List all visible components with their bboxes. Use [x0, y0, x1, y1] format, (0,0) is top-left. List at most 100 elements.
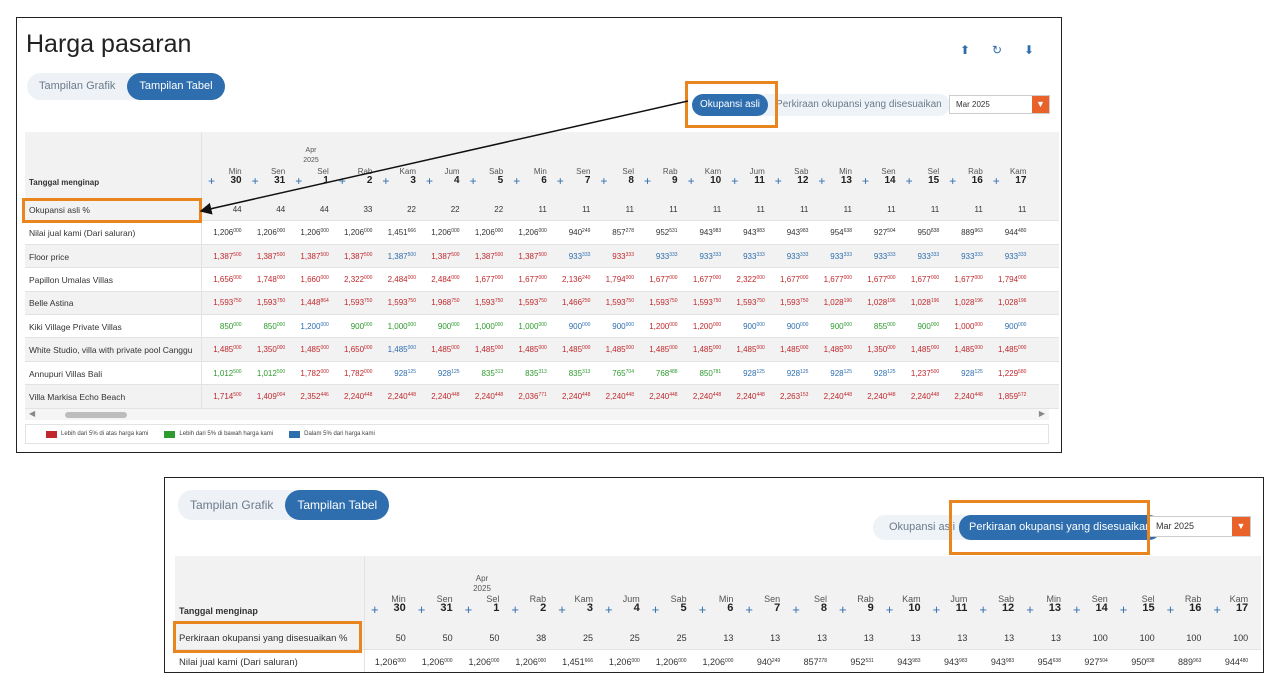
date-column-header[interactable]: Jum 4 [420, 167, 459, 186]
scrollbar-thumb[interactable] [65, 412, 127, 418]
add-date-icon[interactable]: + [698, 602, 707, 617]
date-column-header[interactable]: Sen 14 [1067, 595, 1108, 614]
add-date-icon[interactable]: + [558, 602, 566, 617]
table-cell: 2,240448 [551, 392, 590, 401]
date-column-header[interactable]: Sab 5 [464, 167, 503, 186]
original-occupancy-button[interactable]: Okupansi asli [692, 94, 769, 116]
month-select[interactable]: Mar 2025 ▼ [1149, 516, 1251, 537]
download-icon[interactable]: ⬇ [1023, 43, 1035, 57]
add-date-icon[interactable]: + [464, 602, 473, 617]
add-date-icon[interactable]: + [792, 602, 800, 617]
date-column-header[interactable]: Kam 3 [376, 167, 416, 186]
date-column-header[interactable]: Rab 16 [1161, 595, 1202, 614]
table-cell: 1,387500 [507, 252, 546, 261]
add-date-icon[interactable]: + [1166, 602, 1175, 617]
add-date-icon[interactable]: + [651, 602, 660, 617]
date-column-header[interactable]: Sel 1 [289, 167, 329, 186]
date-column-header[interactable]: Sel 15 [900, 167, 940, 186]
date-column-header[interactable]: Kam 10 [880, 595, 921, 614]
date-column-header[interactable]: Sel 8 [786, 595, 827, 614]
date-column-header[interactable]: Jum 4 [599, 595, 640, 614]
cell-value-decimals: 000 [538, 274, 547, 281]
cell-value: 1,206 [518, 228, 539, 238]
date-column-header[interactable]: Rab 9 [638, 167, 678, 186]
date-column-header[interactable]: Sen 31 [412, 595, 453, 614]
date-column-header[interactable]: Sel 8 [594, 167, 634, 186]
add-date-icon[interactable]: + [605, 602, 613, 617]
row-label: Perkiraan okupansi yang disesuaikan % [179, 632, 348, 644]
scroll-right-icon[interactable]: ▶ [1038, 409, 1045, 418]
cell-value: 857 [612, 228, 626, 238]
weekday-label: Sen [764, 594, 781, 604]
date-column-header[interactable]: Sel 15 [1114, 595, 1155, 614]
date-column-header[interactable]: Sen 7 [551, 167, 590, 186]
date-column-header[interactable]: Rab 16 [943, 167, 983, 186]
date-column-header[interactable]: Rab 9 [833, 595, 874, 614]
date-column-header[interactable]: Sab 12 [973, 595, 1014, 614]
cell-value: 1,387 [474, 251, 495, 261]
date-column-header[interactable]: Min 13 [1020, 595, 1061, 614]
chevron-down-icon[interactable]: ▼ [1032, 96, 1049, 113]
add-date-icon[interactable]: + [1213, 602, 1221, 617]
add-date-icon[interactable]: + [905, 174, 913, 188]
date-column-header[interactable]: Sen 14 [856, 167, 895, 186]
date-column-header[interactable]: Sel 1 [459, 595, 499, 614]
add-date-icon[interactable]: + [839, 602, 847, 617]
date-column-header[interactable]: Min 30 [202, 167, 242, 186]
date-column-header[interactable]: Sab 5 [646, 595, 687, 614]
chart-view-tab[interactable]: Tampilan Grafik [39, 80, 116, 92]
cell-value-decimals: 000 [1018, 274, 1027, 281]
date-column-header[interactable]: Sen 31 [246, 167, 285, 186]
add-date-icon[interactable]: + [511, 602, 519, 617]
refresh-icon[interactable]: ↻ [991, 43, 1003, 57]
date-column-header[interactable]: Rab 2 [505, 595, 547, 614]
table-cell: 1,485000 [900, 345, 939, 354]
add-date-icon[interactable]: + [417, 602, 426, 617]
add-date-icon[interactable]: + [949, 174, 957, 188]
horizontal-scrollbar[interactable]: ◀ ▶ [25, 409, 1049, 420]
add-date-icon[interactable]: + [979, 602, 987, 617]
table-cell: 1,677000 [943, 275, 982, 284]
add-date-icon[interactable]: + [992, 174, 1000, 188]
date-column-header[interactable]: Min 6 [693, 595, 734, 614]
date-column-header[interactable]: Min 6 [507, 167, 547, 186]
add-date-icon[interactable]: + [862, 174, 870, 188]
date-column-header[interactable]: Sen 7 [739, 594, 781, 614]
add-date-icon[interactable]: + [1119, 602, 1128, 617]
cell-value: 1,593 [213, 298, 234, 308]
chevron-down-icon[interactable]: ▼ [1232, 517, 1250, 536]
add-date-icon[interactable]: + [731, 174, 739, 188]
date-column-header[interactable]: Kam 10 [682, 167, 721, 186]
add-date-icon[interactable]: + [818, 174, 826, 188]
date-column-header[interactable]: Kam 17 [1207, 595, 1249, 614]
table-cell: 1,485000 [202, 345, 241, 354]
date-column-header[interactable]: Min 13 [812, 167, 852, 186]
scroll-left-icon[interactable]: ◀ [29, 409, 36, 418]
date-column-header[interactable]: Rab 2 [333, 167, 373, 186]
date-column-header[interactable]: Jum 11 [725, 167, 765, 186]
table-view-tab[interactable]: Tampilan Tabel [127, 73, 225, 100]
adjusted-occupancy-button[interactable]: Perkiraan okupansi yang disesuaikan [959, 515, 1162, 540]
cell-value-decimals: 531 [865, 657, 874, 664]
add-date-icon[interactable]: + [774, 174, 782, 188]
add-date-icon[interactable]: + [885, 602, 894, 617]
add-date-icon[interactable]: + [745, 602, 753, 617]
add-date-icon[interactable]: + [687, 174, 695, 188]
date-column-header[interactable]: Jum 11 [927, 595, 967, 614]
add-date-icon[interactable]: + [1073, 602, 1081, 617]
upload-icon[interactable]: ⬆ [959, 43, 971, 57]
original-occupancy-button[interactable]: Okupansi asli [889, 521, 956, 533]
date-column-header[interactable]: Kam 17 [987, 167, 1026, 186]
date-column-header[interactable]: Sab 12 [769, 167, 808, 186]
month-select[interactable]: Mar 2025 ▼ [949, 95, 1050, 114]
add-date-icon[interactable]: + [371, 602, 379, 617]
adjusted-occupancy-button[interactable]: Perkiraan okupansi yang disesuaikan [776, 99, 942, 110]
occupancy-selector: Okupansi asli Perkiraan okupansi yang di… [873, 515, 1162, 540]
view-toggle: Tampilan Grafik Tampilan Tabel [178, 490, 390, 520]
add-date-icon[interactable]: + [932, 602, 941, 617]
add-date-icon[interactable]: + [1026, 602, 1034, 617]
table-view-tab[interactable]: Tampilan Tabel [285, 490, 390, 520]
date-column-header[interactable]: Kam 3 [552, 595, 593, 614]
chart-view-tab[interactable]: Tampilan Grafik [190, 498, 274, 512]
date-column-header[interactable]: Min 30 [365, 595, 406, 614]
